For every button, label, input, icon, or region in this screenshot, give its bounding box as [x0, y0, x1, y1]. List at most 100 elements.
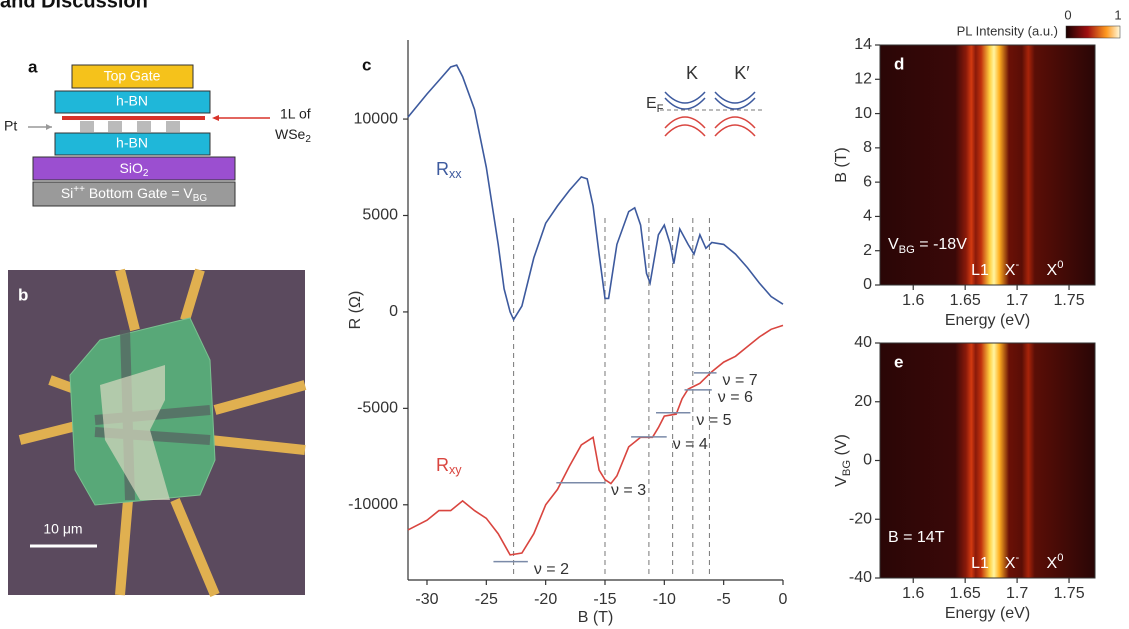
x-tick-label: -5	[717, 591, 731, 608]
plateau-label: ν = 3	[611, 482, 646, 499]
series-line	[407, 324, 784, 556]
y-tick-label: 20	[854, 393, 872, 410]
top-gate-layer	[71, 64, 194, 89]
band-curve	[714, 124, 756, 137]
x-tick-label: -25	[475, 591, 498, 608]
annotation: VBG = -18V	[888, 236, 967, 256]
pt-contact	[80, 121, 94, 132]
y-axis-label: B (T)	[833, 147, 850, 183]
arrowhead	[46, 124, 52, 130]
pt-contact	[137, 121, 151, 132]
band-curve	[714, 97, 756, 110]
text-part: ++	[73, 184, 85, 195]
text-part: F	[657, 103, 664, 115]
text-part: 0	[1057, 552, 1063, 564]
sio2-layer	[32, 156, 236, 181]
plateau-label: ν = 2	[534, 561, 569, 578]
layer-label: Top Gate	[104, 68, 161, 84]
y-tick-label: 12	[854, 71, 872, 88]
text-part: xx	[449, 167, 462, 181]
fermi-label: EF	[646, 95, 664, 115]
x-tick-label: -10	[653, 591, 676, 608]
x-tick-label: 1.6	[902, 585, 924, 602]
panel-letter: a	[28, 57, 38, 76]
y-tick-label: 5000	[362, 207, 398, 224]
plateau-label: ν = 5	[696, 412, 731, 429]
text-part: WSe	[275, 126, 306, 142]
plateau-label: ν = 4	[673, 436, 708, 453]
text-part: (V)	[833, 434, 850, 460]
x-tick-label: 1.7	[1006, 585, 1028, 602]
x-axis-label: Energy (eV)	[945, 312, 1030, 329]
text-part: L1	[971, 262, 989, 279]
colorbar-label: PL Intensity (a.u.)	[957, 23, 1058, 38]
hbn-layer	[54, 132, 211, 156]
layer-label: h-BN	[116, 135, 148, 151]
y-tick-label: 2	[863, 242, 872, 259]
pl-map	[880, 343, 1095, 578]
wse2-label: WSe2	[275, 126, 311, 145]
section-heading: and Discussion	[0, 0, 148, 12]
y-tick-label: 8	[863, 139, 872, 156]
text-part: R	[436, 159, 449, 179]
text-part: X	[1047, 555, 1058, 572]
y-axis-label: VBG (V)	[833, 434, 853, 487]
plateau-label: ν = 6	[718, 389, 753, 406]
valley-label: K	[686, 63, 698, 83]
panel-letter: e	[894, 352, 903, 371]
band-curve	[664, 91, 706, 104]
scale-bar-label: 10 μm	[43, 521, 82, 537]
text-part: X	[1047, 262, 1058, 279]
x-axis-label: B (T)	[578, 609, 614, 626]
x-tick-label: 1.65	[950, 585, 981, 602]
x-tick-label: 0	[779, 591, 788, 608]
y-tick-label: 4	[863, 208, 872, 225]
y-tick-label: -40	[849, 569, 872, 586]
text-part: xy	[449, 463, 462, 477]
series-label: Rxy	[436, 455, 462, 478]
text-part: R	[436, 455, 449, 475]
peak-label: L1	[971, 555, 989, 572]
series-line	[407, 64, 784, 322]
band-curve	[714, 91, 756, 104]
text-part: Si	[61, 185, 73, 201]
layer-label: Si++ Bottom Gate = VBG	[61, 184, 208, 204]
text-part: = -18V	[915, 236, 967, 253]
text-part: -	[1015, 259, 1019, 271]
text-part: L1	[971, 555, 989, 572]
x-tick-label: -15	[593, 591, 616, 608]
x-tick-label: -20	[534, 591, 557, 608]
peak-label: X-	[1005, 259, 1020, 279]
series-label: Rxx	[436, 159, 462, 182]
plot-frame	[879, 44, 1096, 286]
text-part: BG	[841, 460, 853, 476]
band-curve	[664, 116, 706, 129]
text-part: X	[1005, 262, 1016, 279]
x-axis-label: Energy (eV)	[945, 605, 1030, 622]
colorbar-tick-label: 0	[1064, 7, 1071, 22]
y-tick-label: 0	[863, 276, 872, 293]
text-part: SiO	[120, 160, 143, 176]
x-tick-label: 1.65	[950, 292, 981, 309]
colorbar-tick-label: 1	[1114, 7, 1121, 22]
annotation: B = 14T	[888, 529, 945, 546]
colorbar	[1065, 25, 1121, 39]
y-tick-label: 10	[854, 105, 872, 122]
x-tick-label: 1.75	[1053, 292, 1084, 309]
text-part: B = 14T	[888, 529, 945, 546]
pt-contact	[108, 121, 122, 132]
y-tick-label: 14	[854, 36, 872, 53]
hbn-layer	[54, 90, 211, 114]
y-tick-label: 10000	[354, 110, 399, 127]
text-part: -	[1015, 552, 1019, 564]
panel-letter: d	[894, 54, 904, 73]
x-tick-label: 1.6	[902, 292, 924, 309]
text-part: E	[646, 95, 657, 112]
x-tick-label: 1.7	[1006, 292, 1028, 309]
y-tick-label: 0	[389, 303, 398, 320]
peak-label: X-	[1005, 552, 1020, 572]
panel-letter: c	[362, 55, 371, 74]
text-part: V	[888, 236, 899, 253]
y-tick-label: -20	[849, 510, 872, 527]
